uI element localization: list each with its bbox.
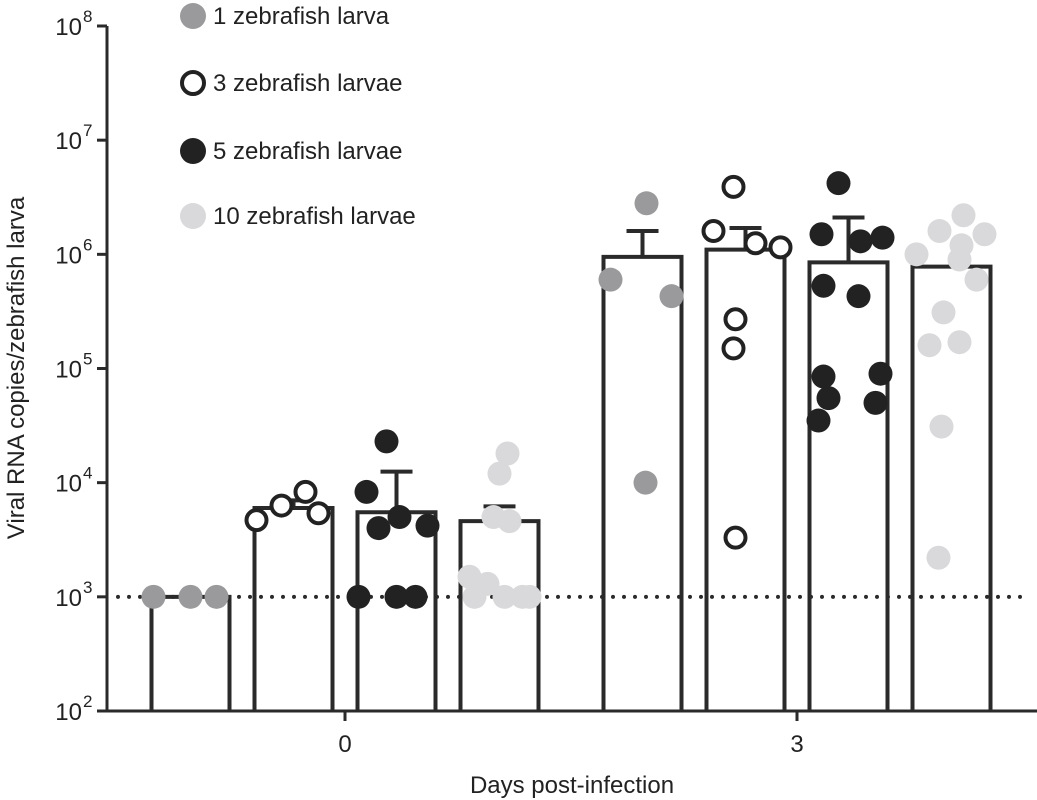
point-1-3-6	[964, 267, 989, 292]
y-tick-exponent-5: 7	[83, 121, 92, 140]
point-1-2-10	[806, 408, 831, 433]
x-tick-label-0: 0	[338, 731, 351, 758]
plot-area	[105, 26, 1037, 713]
point-0-0-2	[204, 584, 229, 609]
point-1-2-0	[826, 171, 851, 196]
legend-marker-2	[180, 138, 206, 164]
y-axis-label: Viral RNA copies/zebrafish larva	[3, 196, 30, 539]
point-0-0-0	[141, 584, 166, 609]
point-1-0-0	[634, 191, 659, 216]
point-1-2-6	[811, 364, 836, 389]
point-0-2-4	[366, 516, 391, 541]
point-1-3-4	[904, 242, 929, 267]
point-0-1-2	[293, 479, 318, 504]
point-1-1-6	[723, 525, 748, 550]
point-0-2-5	[384, 584, 409, 609]
bar-1-2	[807, 260, 890, 711]
y-tick-label-5: 10	[55, 128, 82, 155]
point-1-2-4	[811, 273, 836, 298]
point-1-0-1	[598, 267, 623, 292]
y-tick-exponent-1: 3	[83, 578, 92, 597]
y-tick-exponent-6: 8	[83, 7, 92, 26]
point-1-0-3	[633, 470, 658, 495]
point-0-1-3	[306, 501, 331, 526]
y-tick-exponent-0: 2	[83, 692, 92, 711]
point-1-2-1	[809, 222, 834, 247]
bar-0-2	[355, 510, 438, 711]
legend: 1 zebrafish larva 3 zebrafish larvae 5 zeb…	[180, 3, 416, 230]
y-tick-label-3: 10	[55, 357, 82, 384]
bar-0-0	[149, 594, 232, 711]
y-tick-label-4: 10	[55, 242, 82, 269]
point-1-2-5	[846, 284, 871, 309]
point-1-3-7	[931, 300, 956, 325]
point-0-0-1	[178, 584, 203, 609]
point-1-2-2	[848, 229, 873, 254]
bar-0-1	[252, 505, 335, 711]
x-axis-label: Days post-infection	[470, 772, 674, 799]
point-1-3-8	[917, 333, 942, 358]
point-0-2-1	[354, 479, 379, 504]
point-0-2-0	[374, 429, 399, 454]
x-tick-label-1: 3	[790, 731, 803, 758]
point-1-1-1	[701, 219, 726, 244]
point-0-3-7	[492, 584, 517, 609]
point-0-3-9	[462, 584, 487, 609]
point-0-3-3	[497, 509, 522, 534]
legend-label-3: 10 zebrafish larvae	[213, 203, 416, 230]
point-0-3-1	[487, 461, 512, 486]
point-0-2-6	[403, 584, 428, 609]
point-1-1-0	[721, 174, 746, 199]
point-0-2-7	[346, 584, 371, 609]
point-0-3-0	[495, 441, 520, 466]
point-1-3-0	[951, 203, 976, 228]
point-0-3-4	[457, 564, 482, 589]
point-0-2-3	[415, 513, 440, 538]
y-tick-label-1: 10	[55, 585, 82, 612]
bar-0-3	[458, 519, 541, 711]
legend-marker-1	[180, 70, 206, 96]
legend-label-2: 5 zebrafish larvae	[213, 138, 402, 165]
point-1-2-7	[868, 361, 893, 386]
point-1-0-2	[659, 284, 684, 309]
bar-1-0	[601, 254, 684, 711]
point-1-1-3	[768, 235, 793, 260]
y-tick-exponent-4: 6	[83, 235, 92, 254]
y-tick-label-0: 10	[55, 699, 82, 726]
point-1-1-2	[743, 231, 768, 256]
y-tick-label-2: 10	[55, 471, 82, 498]
point-1-2-8	[816, 386, 841, 411]
point-1-3-11	[926, 545, 951, 570]
y-tick-exponent-2: 4	[83, 464, 92, 483]
point-1-2-3	[870, 225, 895, 250]
point-0-2-2	[387, 505, 412, 530]
point-1-3-9	[947, 330, 972, 355]
legend-marker-0	[180, 3, 206, 29]
point-1-1-4	[723, 307, 748, 332]
point-0-3-8	[517, 584, 542, 609]
point-1-3-10	[929, 414, 954, 439]
point-1-1-5	[721, 336, 746, 361]
y-tick-label-6: 10	[55, 14, 82, 41]
point-0-1-0	[244, 508, 269, 533]
y-axis-ticks: 10 210 310 410 510 610 710 80 3	[55, 7, 803, 758]
y-tick-exponent-3: 5	[83, 350, 92, 369]
legend-label-0: 1 zebrafish larva	[213, 3, 390, 30]
point-1-3-1	[927, 219, 952, 244]
point-0-1-1	[269, 493, 294, 518]
point-1-3-5	[947, 247, 972, 272]
legend-label-1: 3 zebrafish larvae	[213, 70, 402, 97]
point-1-3-3	[972, 222, 997, 247]
point-1-2-9	[863, 390, 888, 415]
legend-marker-3	[180, 203, 206, 229]
